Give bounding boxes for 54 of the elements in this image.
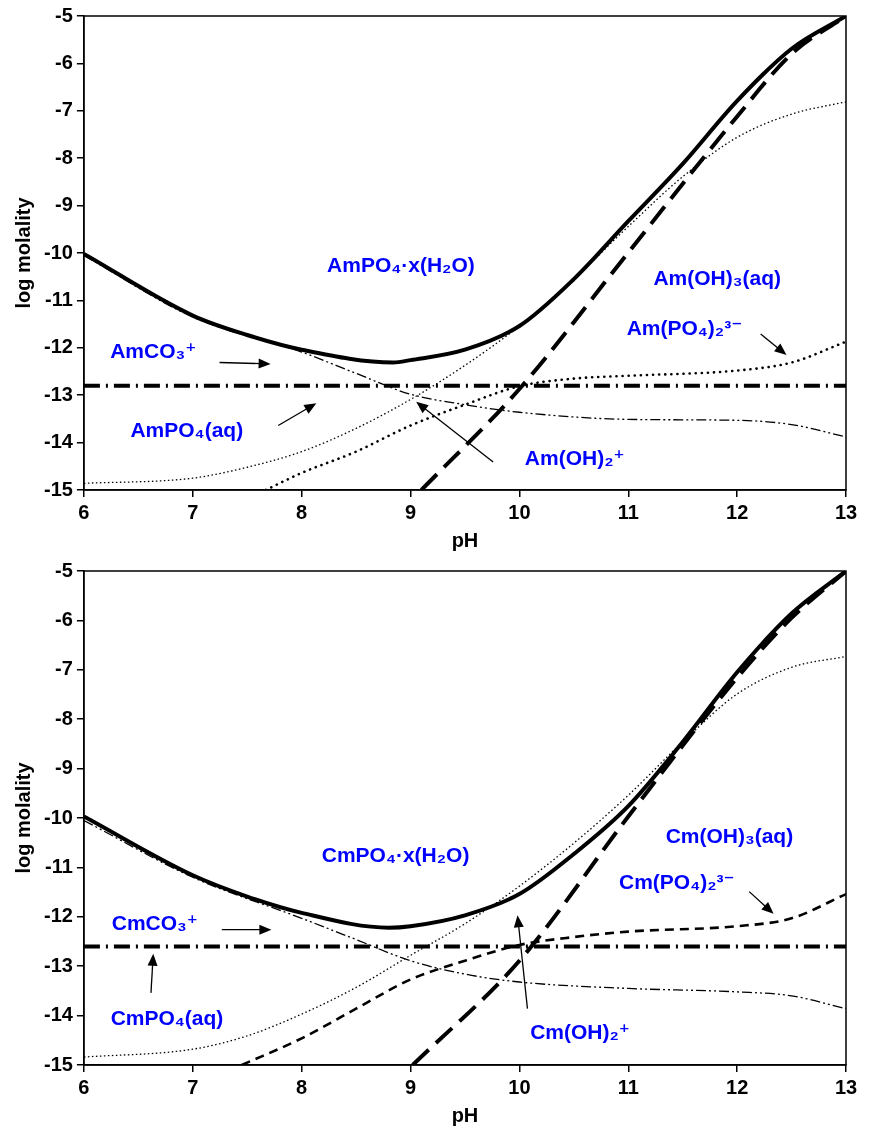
y-tick-label: -11	[45, 854, 73, 877]
annotation: Am(OH)₃(aq)	[653, 265, 781, 289]
y-axis-title: log molality	[11, 196, 34, 309]
annotation: AmPO₄·x(H₂O)	[327, 252, 475, 276]
y-tick-label: -5	[55, 3, 73, 26]
y-tick-label: -9	[55, 756, 73, 779]
x-tick-label: 7	[187, 1075, 199, 1098]
x-tick-label: 12	[726, 1075, 749, 1098]
y-tick-label: -13	[44, 382, 73, 405]
x-tick-label: 11	[617, 1075, 639, 1098]
annotation: Am(PO₄)₂³⁻	[626, 315, 743, 339]
annotation: Cm(PO₄)₂³⁻	[619, 870, 735, 893]
annotation: CmCO₃⁺	[111, 910, 198, 934]
x-tick-label: 9	[404, 1075, 417, 1098]
y-tick-label: -7	[55, 98, 73, 121]
y-tick-label: -8	[55, 706, 73, 729]
y-tick-label: -12	[44, 904, 73, 927]
y-tick-label: -9	[55, 193, 73, 216]
x-tick-label: 8	[296, 1075, 308, 1098]
y-tick-label: -10	[44, 805, 73, 828]
y-tick-label: -6	[55, 607, 73, 630]
x-axis-title: pH	[451, 528, 479, 551]
annotation: CmPO₄(aq)	[110, 1006, 224, 1030]
annotation: Cm(OH)₂⁺	[530, 1019, 630, 1043]
y-tick-label: -14	[44, 430, 74, 453]
x-tick-label: 10	[508, 1075, 531, 1098]
x-tick-label: 7	[187, 500, 199, 523]
x-axis-title: pH	[451, 1103, 479, 1126]
y-tick-label: -13	[44, 953, 73, 976]
y-tick-label: -15	[44, 1052, 73, 1075]
annotation: AmPO₄(aq)	[130, 417, 244, 441]
y-tick-label: -8	[55, 145, 73, 168]
y-axis-title: log molality	[11, 761, 34, 874]
annotation: Am(OH)₂⁺	[524, 446, 625, 470]
x-tick-label: 6	[78, 500, 90, 523]
y-tick-label: -11	[45, 287, 73, 310]
annotation: CmPO₄·x(H₂O)	[321, 843, 470, 867]
y-tick-label: -12	[44, 335, 73, 358]
annotation: Cm(OH)₃(aq)	[665, 823, 794, 847]
x-tick-label: 12	[726, 500, 749, 523]
x-tick-label: 13	[834, 500, 858, 523]
y-tick-label: -14	[44, 1003, 74, 1026]
y-tick-label: -5	[55, 558, 73, 581]
x-tick-label: 9	[404, 500, 417, 523]
annotation: AmCO₃⁺	[110, 338, 197, 362]
y-tick-label: -15	[44, 477, 73, 500]
x-tick-label: 6	[78, 1075, 90, 1098]
x-tick-label: 8	[296, 500, 308, 523]
y-tick-label: -6	[55, 50, 73, 73]
y-tick-label: -10	[44, 240, 73, 263]
x-tick-label: 11	[617, 500, 639, 523]
x-tick-label: 10	[508, 500, 531, 523]
y-tick-label: -7	[55, 657, 73, 680]
x-tick-label: 13	[834, 1075, 858, 1098]
